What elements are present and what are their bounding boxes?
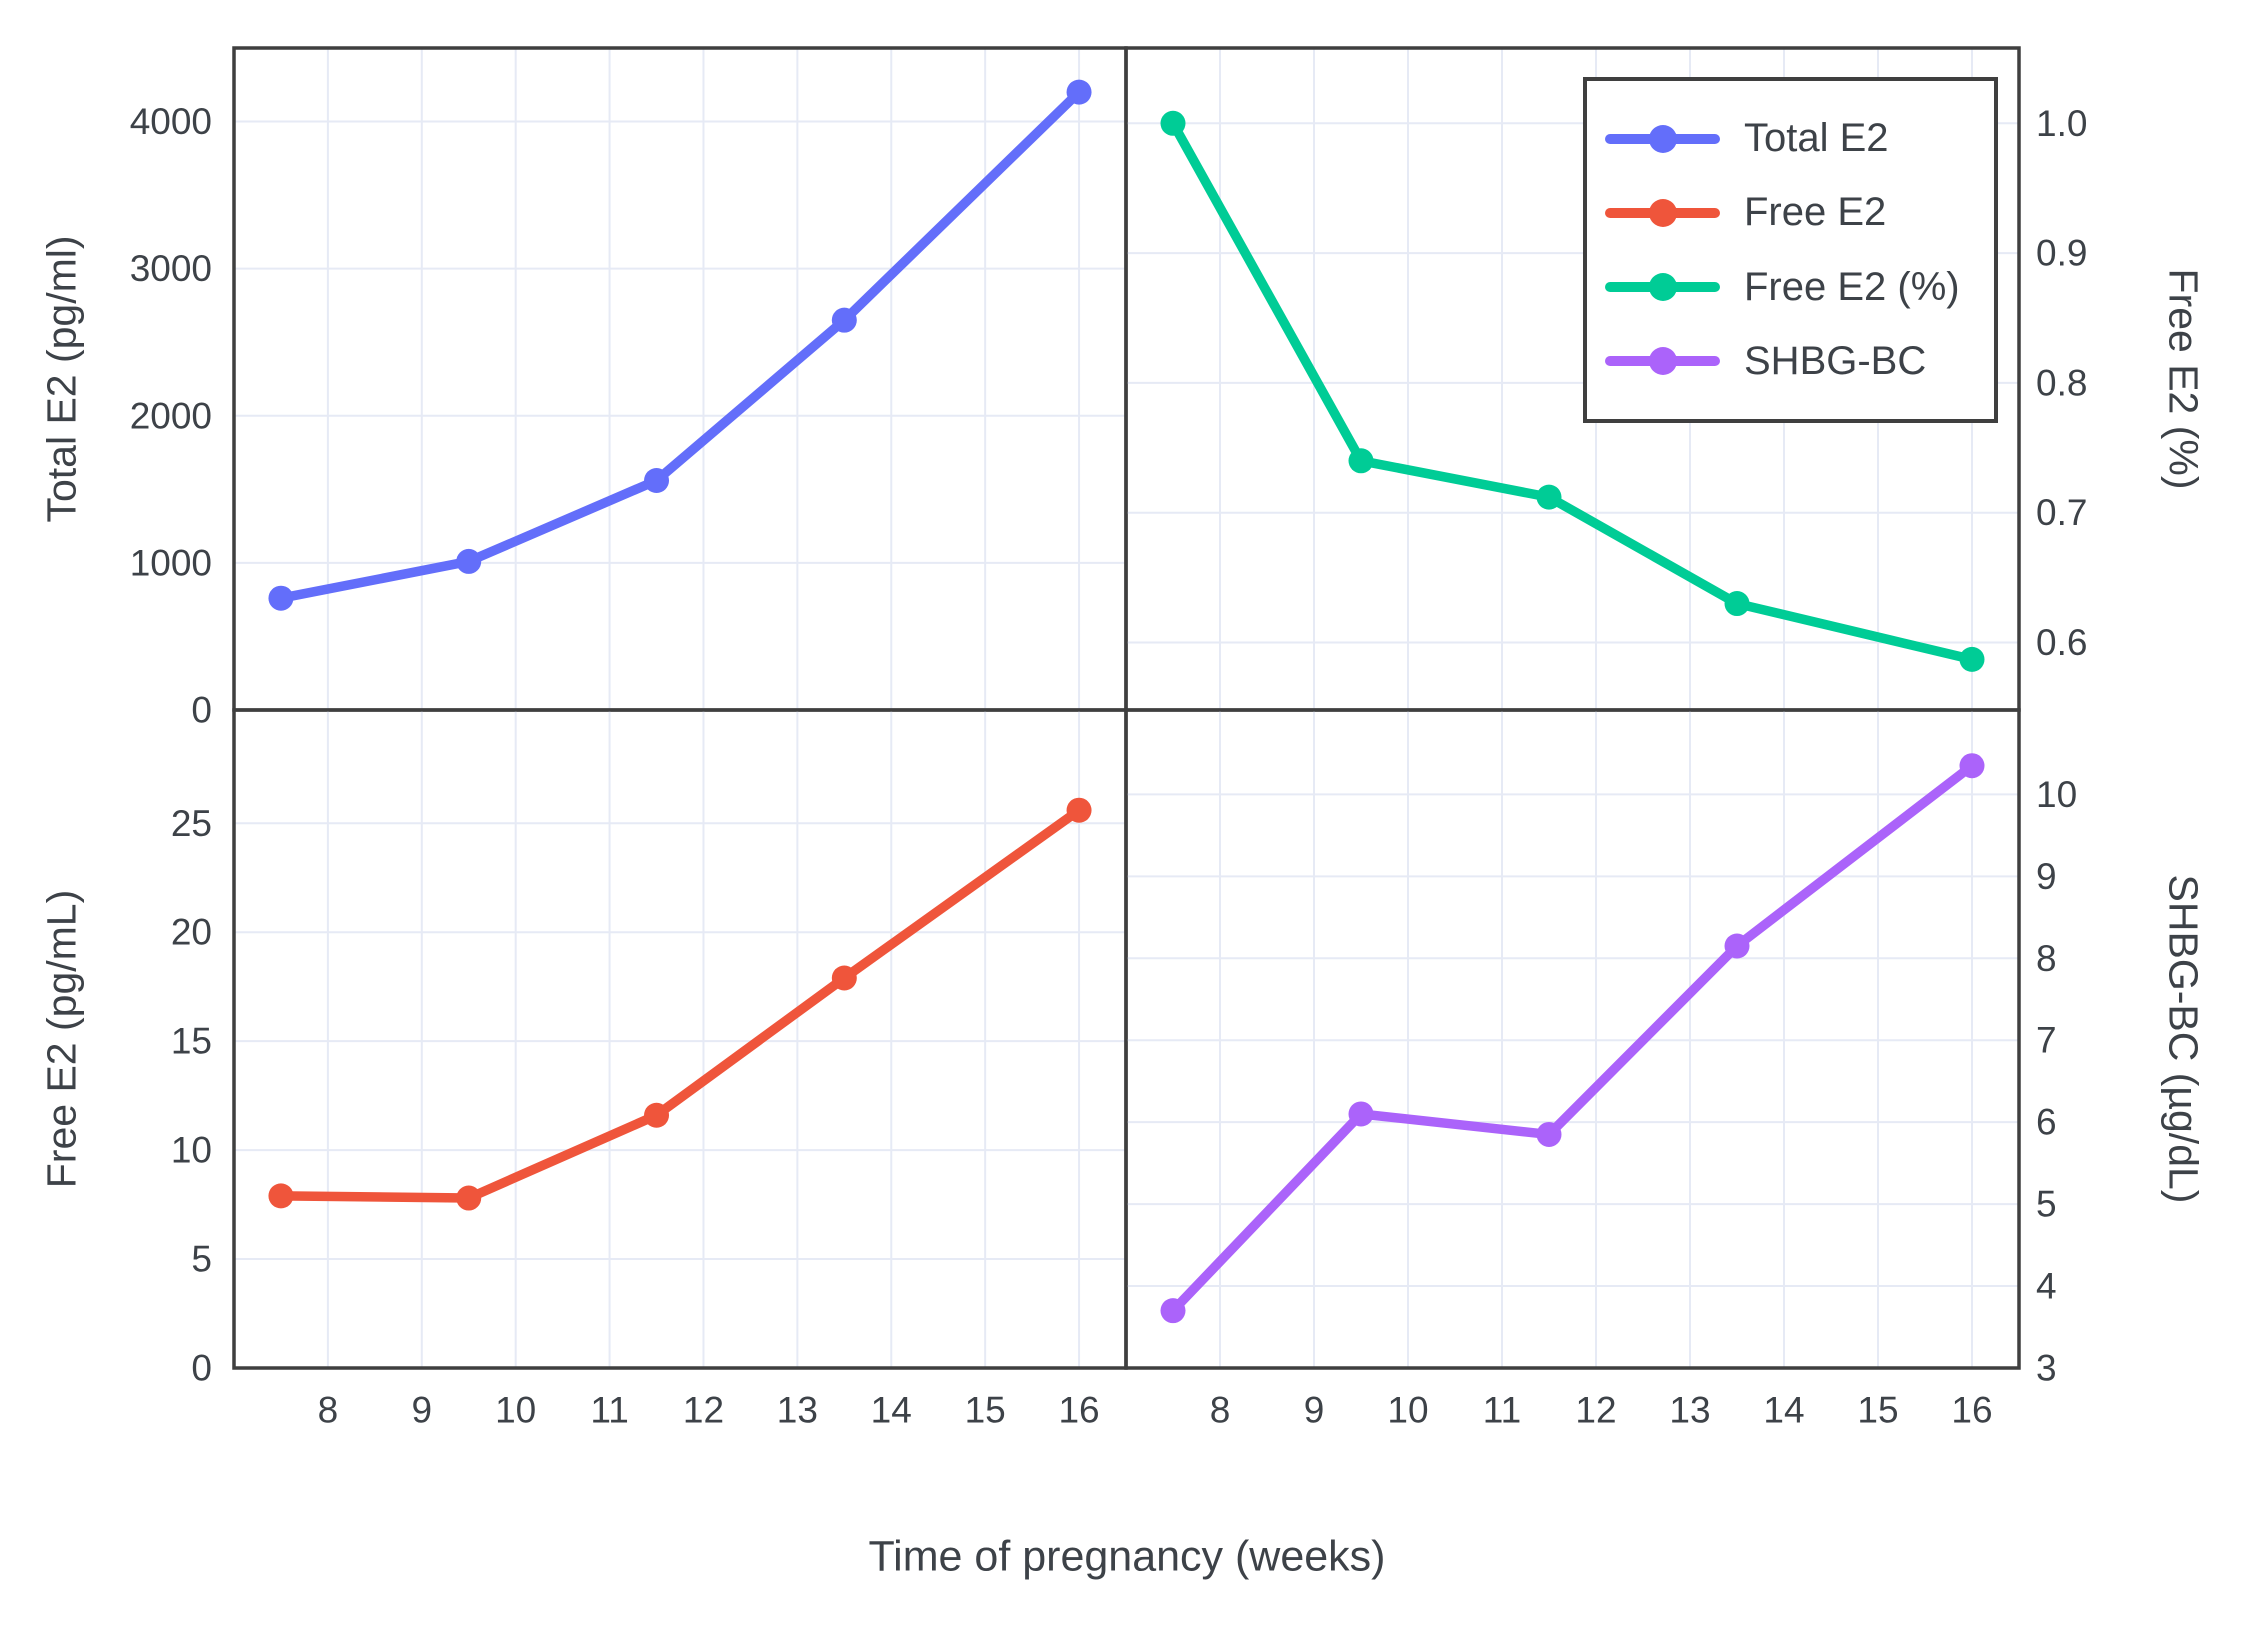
y-axis-title-free-e2-pct: Free E2 (%) [2160, 268, 2207, 490]
y-tick-label: 15 [171, 1021, 212, 1062]
y-tick-label: 25 [171, 803, 212, 844]
legend-line-marker-icon [1605, 124, 1720, 153]
y-axis-title-shbg-bc: SHBG-BC (µg/dL) [2160, 874, 2207, 1204]
y-tick-label: 10 [2036, 774, 2077, 815]
x-tick-label: 10 [1387, 1390, 1428, 1431]
x-tick-label: 11 [590, 1390, 628, 1431]
legend-item-free-e2[interactable]: Free E2 [1605, 190, 1994, 235]
data-point-free_e2 [1066, 797, 1092, 823]
legend: Total E2 Free E2 Free E2 (%) SHBG-BC [1583, 77, 1998, 423]
data-point-total_e2 [831, 307, 857, 333]
x-tick-label: 16 [1951, 1390, 1992, 1431]
legend-label: SHBG-BC [1744, 338, 1927, 383]
x-tick-label: 16 [1058, 1390, 1099, 1431]
legend-item-total-e2[interactable]: Total E2 [1605, 116, 1994, 161]
data-point-total_e2 [456, 548, 482, 574]
x-tick-label: 8 [1210, 1390, 1231, 1431]
x-tick-label: 12 [683, 1390, 724, 1431]
x-tick-label: 12 [1575, 1390, 1616, 1431]
x-tick-label: 13 [1669, 1390, 1710, 1431]
x-tick-label: 14 [1763, 1390, 1804, 1431]
y-tick-label: 0.6 [2036, 622, 2087, 663]
x-tick-label: 9 [1304, 1390, 1325, 1431]
y-tick-label: 7 [2036, 1020, 2057, 1061]
data-point-free_e2 [456, 1185, 482, 1211]
legend-line-marker-icon [1605, 273, 1720, 302]
data-point-free_e2_pct [1348, 448, 1374, 474]
y-tick-label: 1.0 [2036, 103, 2087, 144]
y-tick-label: 0 [191, 1348, 212, 1389]
series-line-total_e2 [276, 87, 1084, 603]
legend-label: Free E2 [1744, 190, 1887, 235]
y-axis-title-free-e2: Free E2 (pg/mL) [38, 889, 85, 1189]
data-point-total_e2 [644, 468, 670, 494]
x-axis-title: Time of pregnancy (weeks) [868, 1532, 1386, 1581]
data-point-shbg_bc [1959, 753, 1985, 779]
y-axis-title-total-e2: Total E2 (pg/ml) [38, 235, 85, 523]
legend-label: Free E2 (%) [1744, 264, 1960, 309]
y-tick-label: 20 [171, 912, 212, 953]
y-tick-label: 3000 [130, 248, 212, 289]
x-tick-label: 11 [1483, 1390, 1521, 1431]
y-tick-label: 9 [2036, 856, 2057, 897]
data-point-shbg_bc [1536, 1121, 1562, 1147]
data-point-shbg_bc [1348, 1101, 1374, 1127]
y-tick-label: 0.8 [2036, 362, 2087, 403]
data-point-shbg_bc [1160, 1298, 1186, 1324]
y-tick-label: 3 [2036, 1348, 2057, 1389]
data-point-free_e2_pct [1959, 646, 1985, 672]
data-point-shbg_bc [1724, 933, 1750, 959]
panel-border [1124, 708, 2021, 1370]
panel-border [232, 46, 1128, 712]
y-tick-label: 4 [2036, 1266, 2057, 1307]
x-tick-label: 13 [777, 1390, 818, 1431]
y-tick-label: 1000 [130, 542, 212, 583]
y-tick-label: 2000 [130, 395, 212, 436]
data-point-free_e2 [644, 1102, 670, 1128]
y-tick-label: 0 [191, 690, 212, 731]
data-point-free_e2 [831, 965, 857, 991]
panel-top-left: 0 1000 2000 3000 4000 [130, 46, 1128, 731]
y-tick-label: 5 [191, 1239, 212, 1280]
x-tick-label: 15 [1857, 1390, 1898, 1431]
y-tick-label: 4000 [130, 101, 212, 142]
x-tick-label: 8 [318, 1390, 339, 1431]
y-tick-label: 6 [2036, 1102, 2057, 1143]
series-line-free_e2 [276, 805, 1084, 1203]
panel-bottom-right: 3 4 5 6 7 8 9 10 8 9 10 11 12 13 14 15 16 [1124, 708, 2077, 1431]
data-point-total_e2 [268, 585, 294, 611]
x-tick-label: 15 [965, 1390, 1006, 1431]
series-line-shbg_bc [1168, 760, 1977, 1316]
legend-label: Total E2 [1744, 116, 1889, 161]
legend-item-shbg-bc[interactable]: SHBG-BC [1605, 339, 1994, 384]
data-point-free_e2_pct [1536, 484, 1562, 510]
legend-line-marker-icon [1605, 198, 1720, 227]
panel-border [232, 708, 1128, 1370]
panel-bottom-left: 0 5 10 15 20 25 8 9 10 11 12 13 14 15 16 [171, 708, 1128, 1431]
y-tick-label: 5 [2036, 1184, 2057, 1225]
x-tick-label: 10 [495, 1390, 536, 1431]
legend-line-marker-icon [1605, 347, 1720, 376]
data-point-free_e2 [268, 1183, 294, 1209]
data-point-free_e2_pct [1160, 110, 1186, 136]
x-tick-label: 9 [412, 1390, 433, 1431]
y-tick-label: 8 [2036, 938, 2057, 979]
legend-item-free-e2-pct[interactable]: Free E2 (%) [1605, 265, 1994, 310]
y-tick-label: 10 [171, 1130, 212, 1171]
x-tick-label: 14 [871, 1390, 912, 1431]
data-point-total_e2 [1066, 79, 1092, 105]
y-tick-label: 0.9 [2036, 233, 2087, 274]
y-tick-label: 0.7 [2036, 492, 2087, 533]
data-point-free_e2_pct [1724, 591, 1750, 617]
